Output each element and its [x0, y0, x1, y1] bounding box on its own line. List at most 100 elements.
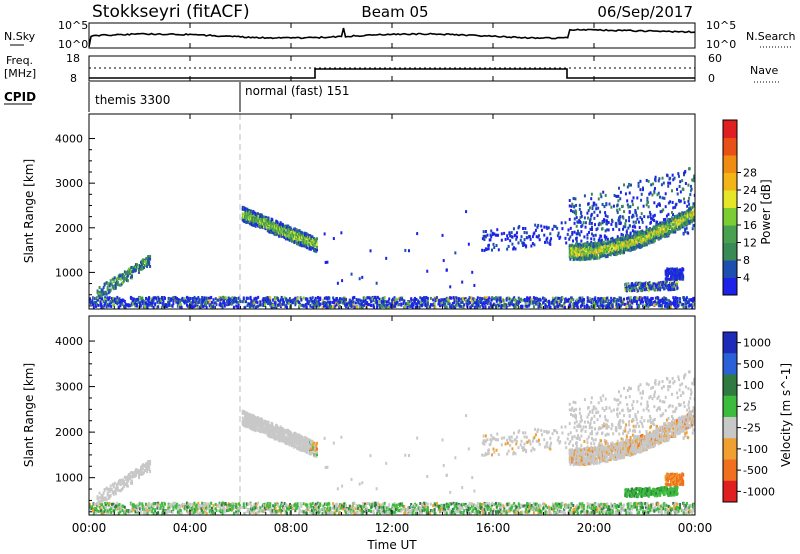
- power-cell: [470, 296, 473, 300]
- power-cell: [684, 227, 687, 231]
- power-cell: [565, 241, 568, 245]
- power-cell: [263, 218, 266, 222]
- velocity-cell: [89, 505, 91, 509]
- power-cell: [588, 250, 591, 254]
- power-cell: [664, 192, 667, 196]
- power-cell: [624, 288, 627, 292]
- power-cell: [261, 298, 264, 302]
- power-cell: [218, 303, 221, 307]
- power-cell: [138, 266, 141, 270]
- power-cell: [119, 283, 122, 287]
- power-cell: [650, 300, 653, 304]
- power-cell: [551, 227, 554, 231]
- power-cell: [599, 244, 602, 248]
- power-cell: [641, 186, 644, 190]
- power-cell: [287, 237, 290, 241]
- power-cell: [306, 233, 309, 237]
- power-cell: [606, 296, 609, 300]
- power-cell: [631, 199, 634, 203]
- power-cell: [171, 304, 174, 308]
- power-cell: [231, 298, 234, 302]
- power-cell: [568, 199, 571, 203]
- power-cell: [594, 233, 597, 237]
- power-cell: [537, 234, 540, 238]
- power-cell: [126, 271, 129, 275]
- velocity-cell: [138, 502, 141, 506]
- power-cell: [593, 202, 596, 206]
- velocity-cell: [120, 504, 123, 508]
- power-cell: [596, 304, 599, 308]
- power-cell: [672, 282, 675, 286]
- power-cell: [690, 187, 693, 191]
- power-cell: [265, 296, 268, 300]
- power-cell: [683, 218, 686, 222]
- power-cell: [508, 297, 511, 301]
- power-cell: [110, 301, 113, 305]
- power-cell: [595, 246, 598, 250]
- power-cell: [669, 300, 672, 304]
- power-cell: [500, 300, 503, 304]
- power-cell: [592, 242, 595, 246]
- velocity-cell: [129, 510, 132, 514]
- power-cell: [118, 274, 121, 278]
- power-cell: [293, 237, 296, 241]
- power-cell: [106, 296, 109, 300]
- power-cell: [682, 188, 685, 192]
- power-cell: [134, 263, 137, 267]
- power-cell: [589, 256, 592, 260]
- power-cell: [574, 304, 577, 308]
- power-cell: [424, 304, 427, 308]
- power-cell: [205, 296, 208, 300]
- power-cell: [637, 239, 640, 243]
- power-cell: [571, 232, 574, 236]
- power-cell: [517, 301, 520, 305]
- power-cell: [162, 302, 165, 306]
- power-y-label: Slant Range [km]: [22, 159, 36, 263]
- power-cell: [118, 297, 121, 301]
- velocity-cell: [108, 501, 111, 505]
- power-cell: [643, 241, 646, 245]
- power-cell: [338, 298, 341, 302]
- power-cell: [341, 279, 344, 283]
- power-cell: [650, 233, 653, 237]
- power-cell: [108, 296, 111, 300]
- power-cell: [333, 306, 336, 309]
- power-cell: [180, 298, 183, 302]
- power-cell: [125, 270, 128, 274]
- power-cell: [121, 273, 124, 277]
- power-cell: [613, 193, 616, 197]
- power-cell: [677, 222, 680, 226]
- power-cell: [369, 249, 372, 253]
- power-cell: [382, 296, 385, 300]
- power-cell: [514, 233, 517, 237]
- power-cell: [584, 225, 587, 229]
- power-cell: [250, 214, 253, 218]
- power-cell: [96, 296, 99, 300]
- power-cell: [539, 298, 542, 302]
- power-cell: [127, 267, 130, 271]
- power-cell: [650, 220, 653, 224]
- power-cell: [557, 296, 560, 300]
- power-cell: [688, 214, 691, 218]
- power-cell: [681, 223, 684, 227]
- power-cell: [578, 242, 581, 246]
- power-cell: [451, 302, 454, 306]
- power-cell: [588, 219, 591, 223]
- power-cell: [123, 299, 126, 303]
- power-cell: [550, 237, 553, 241]
- power-cell: [441, 233, 444, 237]
- power-cell: [239, 300, 242, 304]
- power-cell: [689, 189, 692, 193]
- power-cell: [554, 305, 557, 309]
- power-cell: [636, 206, 639, 210]
- power-cell: [137, 270, 140, 274]
- power-cell: [426, 302, 429, 306]
- power-cell: [317, 299, 320, 303]
- power-cell: [673, 230, 676, 234]
- power-cell: [659, 236, 662, 240]
- power-cell: [201, 303, 204, 307]
- power-cell: [618, 240, 621, 244]
- power-cell: [119, 277, 122, 281]
- power-cell: [135, 304, 138, 308]
- power-cell: [116, 277, 119, 281]
